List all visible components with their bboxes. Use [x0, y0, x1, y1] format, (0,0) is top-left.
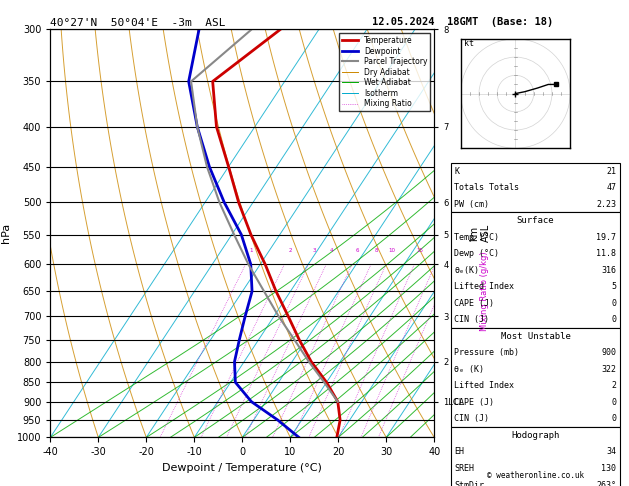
Y-axis label: hPa: hPa	[1, 223, 11, 243]
Text: 15: 15	[416, 248, 423, 253]
Text: 900: 900	[601, 348, 616, 357]
Text: 2: 2	[288, 248, 292, 253]
Text: 8: 8	[375, 248, 378, 253]
Text: 12.05.2024  18GMT  (Base: 18): 12.05.2024 18GMT (Base: 18)	[372, 17, 553, 27]
Text: 40°27'N  50°04'E  -3m  ASL: 40°27'N 50°04'E -3m ASL	[50, 18, 226, 28]
Text: 2.23: 2.23	[596, 200, 616, 208]
Text: 19.7: 19.7	[596, 233, 616, 242]
Text: 2: 2	[611, 382, 616, 390]
Text: StmDir: StmDir	[455, 481, 484, 486]
Text: Hodograph: Hodograph	[511, 431, 560, 440]
Text: 0: 0	[611, 398, 616, 407]
Text: kt: kt	[464, 39, 474, 48]
Bar	[452, 328, 620, 427]
Text: Totals Totals: Totals Totals	[455, 183, 520, 192]
Text: PW (cm): PW (cm)	[455, 200, 489, 208]
Text: 0: 0	[611, 315, 616, 324]
Text: 263°: 263°	[596, 481, 616, 486]
Text: 47: 47	[606, 183, 616, 192]
Text: © weatheronline.co.uk: © weatheronline.co.uk	[487, 471, 584, 480]
Text: 0: 0	[611, 415, 616, 423]
Text: 1: 1	[250, 248, 253, 253]
Text: Pressure (mb): Pressure (mb)	[455, 348, 520, 357]
Text: CIN (J): CIN (J)	[455, 315, 489, 324]
Text: 322: 322	[601, 365, 616, 374]
Text: Dewp (°C): Dewp (°C)	[455, 249, 499, 258]
Text: θₑ (K): θₑ (K)	[455, 365, 484, 374]
Text: Lifted Index: Lifted Index	[455, 382, 515, 390]
Text: 130: 130	[601, 464, 616, 473]
Text: Temp (°C): Temp (°C)	[455, 233, 499, 242]
Text: K: K	[455, 167, 460, 175]
Text: Surface: Surface	[516, 216, 554, 225]
Text: Lifted Index: Lifted Index	[455, 282, 515, 291]
Bar	[452, 163, 620, 212]
Text: 10: 10	[388, 248, 395, 253]
Text: Most Unstable: Most Unstable	[501, 332, 571, 341]
Text: 5: 5	[611, 282, 616, 291]
Text: CIN (J): CIN (J)	[455, 415, 489, 423]
Text: 3: 3	[313, 248, 316, 253]
Text: 0: 0	[611, 299, 616, 308]
Text: 21: 21	[606, 167, 616, 175]
Text: CAPE (J): CAPE (J)	[455, 299, 494, 308]
Text: 11.8: 11.8	[596, 249, 616, 258]
Bar	[452, 212, 620, 328]
Text: SREH: SREH	[455, 464, 474, 473]
Text: CAPE (J): CAPE (J)	[455, 398, 494, 407]
Text: θₑ(K): θₑ(K)	[455, 266, 479, 275]
X-axis label: Dewpoint / Temperature (°C): Dewpoint / Temperature (°C)	[162, 463, 322, 473]
Text: 6: 6	[355, 248, 359, 253]
Text: EH: EH	[455, 448, 464, 456]
Text: Mixing Ratio (g/kg): Mixing Ratio (g/kg)	[481, 252, 489, 331]
Legend: Temperature, Dewpoint, Parcel Trajectory, Dry Adiabat, Wet Adiabat, Isotherm, Mi: Temperature, Dewpoint, Parcel Trajectory…	[340, 33, 430, 111]
Y-axis label: km
ASL: km ASL	[469, 224, 491, 243]
Text: 4: 4	[330, 248, 333, 253]
Bar	[452, 427, 620, 486]
Text: 34: 34	[606, 448, 616, 456]
Text: 316: 316	[601, 266, 616, 275]
